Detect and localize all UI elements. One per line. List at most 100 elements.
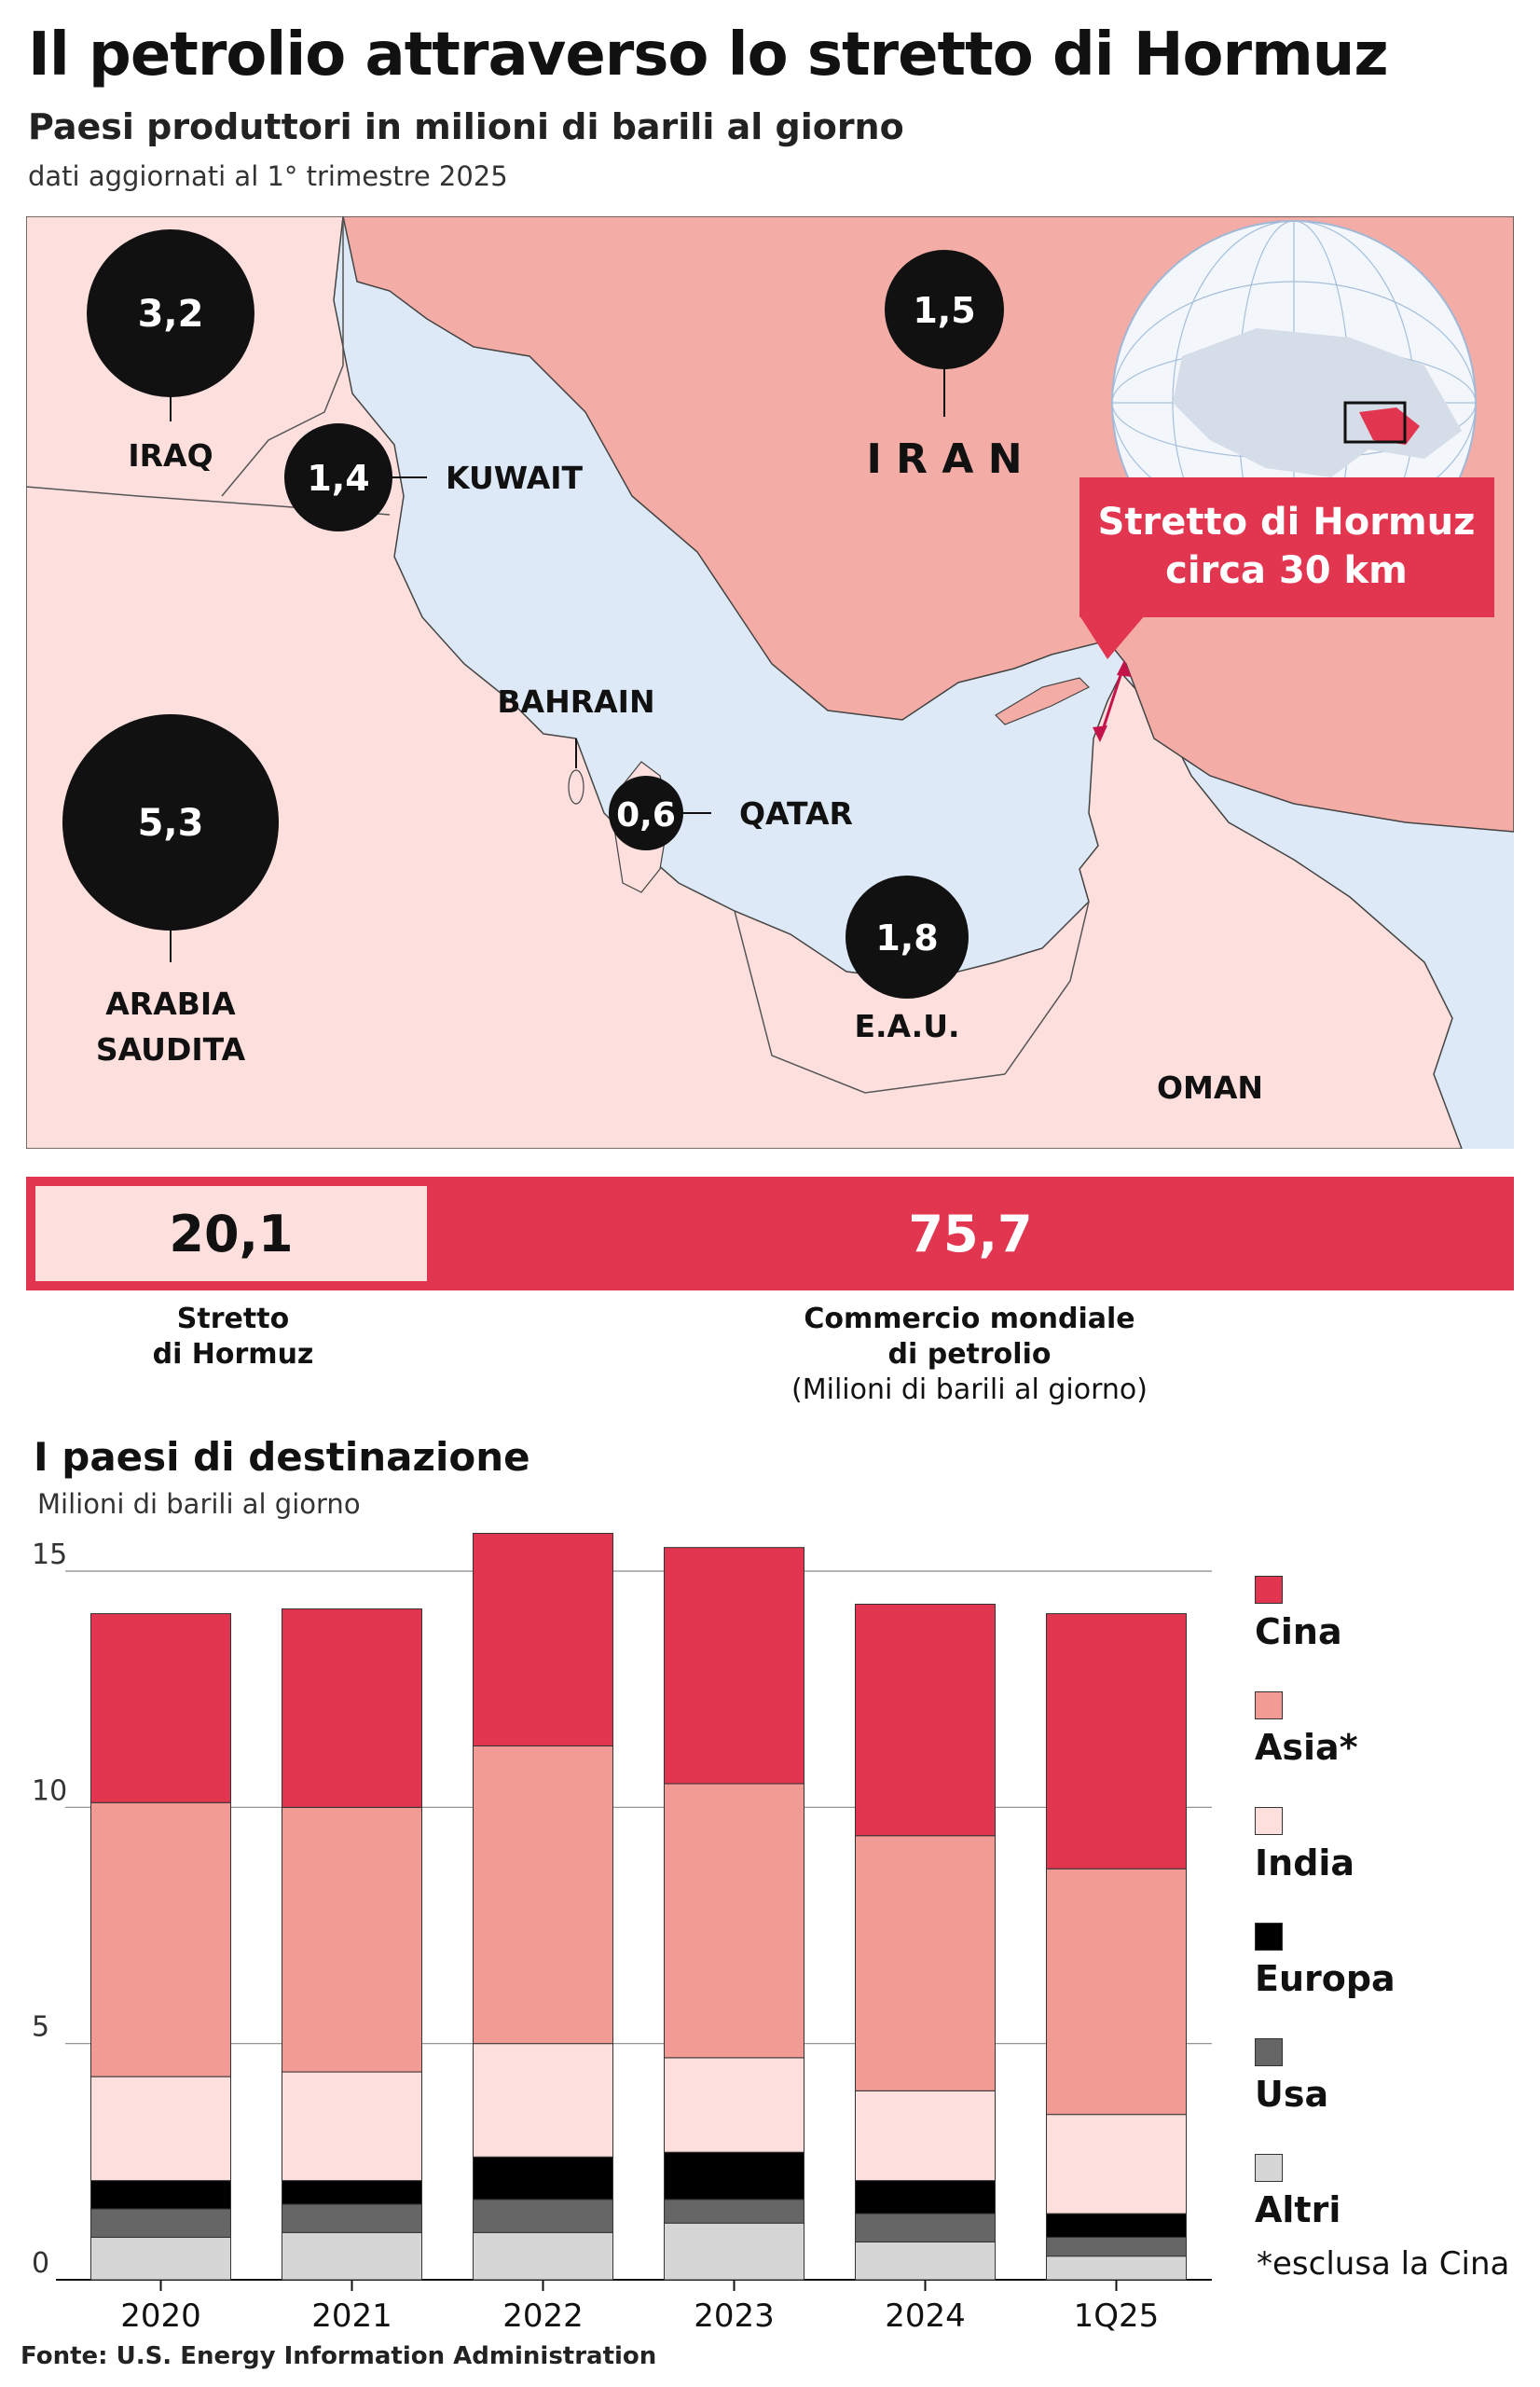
bar-segment-cina-2023 [664, 1547, 804, 1785]
kuwait-value: 1,4 [307, 458, 369, 499]
legend-swatch [1255, 2154, 1283, 2182]
kuwait-label: KUWAIT [446, 460, 584, 496]
bar-segment-asia-2021 [282, 1806, 422, 2073]
iraq-value: 3,2 [138, 293, 204, 336]
bar-segment-altri-2021 [282, 2231, 422, 2281]
kuwait-marker: 1,4 KUWAIT [284, 423, 584, 531]
qatar-label: QATAR [739, 795, 853, 832]
bar-segment-altri-2020 [90, 2236, 231, 2281]
trade-comparison-bar: 20,1 75,7 [26, 1177, 1514, 1290]
hormuz-caption-line2: di Hormuz [152, 1338, 314, 1371]
source-note: Fonte: U.S. Energy Information Administr… [21, 2342, 657, 2370]
iran-marker: 1,5 I R A N [866, 250, 1023, 483]
bar-segment-europa-2024 [855, 2180, 996, 2215]
legend-item-india: India [1255, 1807, 1396, 1923]
border-uae-oman [1004, 901, 1090, 1075]
page-subtitle: Paesi produttori in milioni di barili al… [28, 106, 904, 147]
bar-segment-india-2020 [90, 2076, 231, 2182]
page-title: Il petrolio attraverso lo stretto di Hor… [28, 21, 1389, 90]
destinations-unit: Milioni di barili al giorno [37, 1488, 361, 1520]
x-tick-label: 1Q25 [1074, 2297, 1160, 2331]
legend-swatch [1255, 1691, 1283, 1719]
bar-segment-europa-1q25 [1046, 2213, 1187, 2238]
border-uae-saudi [734, 910, 1006, 1094]
bar-segment-usa-2022 [473, 2199, 613, 2233]
legend-item-asia: Asia* [1255, 1691, 1396, 1807]
world-caption-line3: (Milioni di barili al giorno) [791, 1373, 1148, 1406]
iran-value: 1,5 [913, 290, 975, 331]
hormuz-callout-line2: circa 30 km [1165, 549, 1408, 592]
hormuz-caption-line1: Stretto [176, 1303, 290, 1335]
qatar-marker: 0,6 QATAR [609, 776, 853, 850]
bar-segment-europa-2021 [282, 2180, 422, 2205]
x-tick-label: 2020 [120, 2297, 201, 2331]
border-iraq-kuwait [221, 216, 344, 497]
bar-segment-india-1q25 [1046, 2114, 1187, 2215]
world-caption-line1: Commercio mondiale [804, 1303, 1135, 1335]
world-caption-line2: di petrolio [887, 1338, 1052, 1371]
bar-segment-usa-2021 [282, 2203, 422, 2233]
bar-segment-usa-2020 [90, 2208, 231, 2238]
x-tick-label: 2021 [311, 2297, 392, 2331]
x-tick-label: 2024 [885, 2297, 966, 2331]
iraq-marker: 3,2 IRAQ [87, 229, 254, 474]
bahrain-label: BAHRAIN [497, 683, 654, 720]
update-note: dati aggiornati al 1° trimestre 2025 [28, 160, 508, 192]
legend-label: Altri [1255, 2189, 1341, 2230]
bar-segment-europa-2020 [90, 2180, 231, 2210]
legend-item-cina: Cina [1255, 1576, 1396, 1691]
qatar-value: 0,6 [616, 796, 676, 835]
saudi-value: 5,3 [138, 802, 204, 845]
bar-segment-india-2022 [473, 2043, 613, 2158]
y-tick-label: 5 [32, 2011, 49, 2044]
saudi-marker: 5,3 ARABIA SAUDITA [62, 714, 279, 1068]
bar-segment-cina-2024 [855, 1603, 996, 1837]
bahrain-marker: BAHRAIN [497, 683, 655, 768]
bar-segment-usa-2023 [664, 2199, 804, 2224]
bar-segment-europa-2022 [473, 2156, 613, 2201]
bar-segment-asia-2020 [90, 1801, 231, 2077]
hormuz-callout: Stretto di Hormuz circa 30 km [1079, 477, 1494, 742]
destinations-title: I paesi di destinazione [34, 1434, 530, 1480]
oman-label: OMAN [1157, 1069, 1263, 1106]
uae-marker: 1,8 E.A.U. [846, 876, 969, 1044]
bar-segment-india-2023 [664, 2057, 804, 2153]
y-tick-label: 0 [32, 2247, 49, 2280]
legend-swatch [1255, 1807, 1283, 1835]
uae-value: 1,8 [875, 918, 938, 959]
legend-item-europa: Europa [1255, 1923, 1396, 2038]
x-tick-label: 2022 [502, 2297, 584, 2331]
bar-segment-cina-1q25 [1046, 1613, 1187, 1870]
legend-label: Cina [1255, 1611, 1342, 1652]
legend-label: Asia* [1255, 1727, 1358, 1768]
hormuz-total-value: 20,1 [35, 1186, 427, 1281]
world-caption: Commercio mondiale di petrolio (Milioni … [727, 1302, 1212, 1408]
chart-legend: Cina Asia* India Europa Usa Altri [1255, 1576, 1396, 2270]
bar-segment-cina-2022 [473, 1532, 613, 1746]
hormuz-callout-line1: Stretto di Hormuz [1098, 501, 1476, 544]
saudi-label-line2: SAUDITA [96, 1031, 246, 1068]
bar-segment-asia-1q25 [1046, 1868, 1187, 2116]
bar-segment-altri-2023 [664, 2222, 804, 2281]
iraq-label: IRAQ [128, 437, 213, 474]
bar-segment-cina-2021 [282, 1608, 422, 1808]
legend-footnote: *esclusa la Cina [1257, 2245, 1510, 2283]
legend-swatch [1255, 1576, 1283, 1604]
bar-segment-usa-1q25 [1046, 2236, 1187, 2257]
bar-segment-altri-2022 [473, 2231, 613, 2281]
gulf-map: 3,2 IRAQ 1,4 KUWAIT 1,5 I R A N BAHRAIN … [26, 216, 1514, 1149]
land-arabia [26, 216, 1463, 1149]
saudi-label-line1: ARABIA [105, 986, 236, 1022]
bar-segment-cina-2020 [90, 1613, 231, 1803]
bar-segment-asia-2024 [855, 1835, 996, 2091]
legend-label: India [1255, 1842, 1355, 1883]
bar-segment-usa-2024 [855, 2213, 996, 2242]
destinations-chart: 0 5 10 15 2020 2021 2022 2023 2024 1Q25 [32, 1532, 1212, 2331]
bar-segment-altri-2024 [855, 2241, 996, 2281]
y-tick-label: 15 [32, 1538, 67, 1571]
island-qeshm [995, 677, 1091, 725]
x-tick-label: 2023 [694, 2297, 775, 2331]
bar-segment-europa-2023 [664, 2151, 804, 2201]
legend-item-altri: Altri [1255, 2154, 1396, 2270]
bahrain-island [568, 769, 584, 805]
